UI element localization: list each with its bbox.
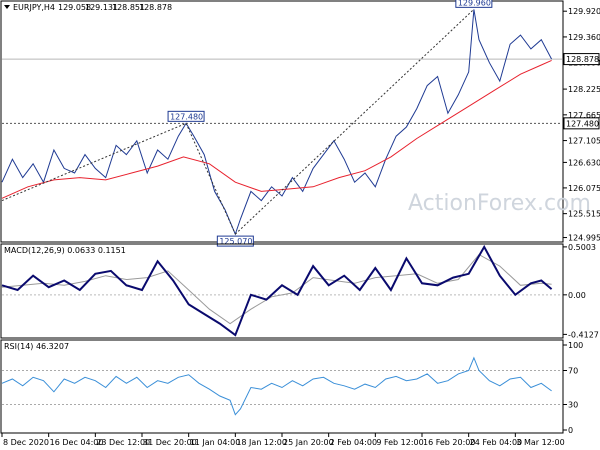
trend-lines xyxy=(1,8,475,235)
macd-tick-label: 0.00 xyxy=(568,291,586,300)
macd-line xyxy=(1,244,553,337)
rsi-line xyxy=(1,356,552,416)
price-tick-label: 124.995 xyxy=(568,234,600,243)
ohlc-open: 129.058 xyxy=(58,3,91,12)
annotation-label: 125.070 xyxy=(219,237,252,246)
price-panel: 129.920129.360128.800128.225127.665127.1… xyxy=(0,0,600,247)
price-tick-label: 128.225 xyxy=(568,85,600,94)
time-tick-label: 18 Jan 12:00 xyxy=(236,438,287,447)
symbol-label: EURJPY,H4 xyxy=(13,3,55,12)
rsi-tick-label: 0 xyxy=(568,426,573,435)
rsi-panel: RSI(14) 46.3207 100 70 30 0 xyxy=(0,339,583,435)
time-tick-label: 2 Feb 04:00 xyxy=(330,438,377,447)
level-price-value: 127.480 xyxy=(566,119,599,128)
watermark: ActionForex.com xyxy=(408,191,591,216)
level-price-box: 127.480 xyxy=(563,117,600,130)
annotation-label: 127.480 xyxy=(170,112,203,121)
trend-line-rally xyxy=(234,8,475,235)
current-price-badge xyxy=(563,53,600,66)
price-tick-label: 129.360 xyxy=(568,33,600,42)
chevron-down-icon xyxy=(4,5,10,9)
price-panel-frame xyxy=(0,0,564,243)
rsi-panel-frame xyxy=(0,339,564,434)
macd-tick-label: 0.5003 xyxy=(568,243,596,252)
price-tick-label: 127.105 xyxy=(568,137,600,146)
symbol-header: EURJPY,H4 129.058 129.131 128.851 128.87… xyxy=(4,3,172,12)
macd-tick-label: -0.4127 xyxy=(568,330,599,339)
annotation-box xyxy=(167,110,205,122)
macd-panel-frame xyxy=(0,243,564,339)
trend-line-fall xyxy=(185,123,236,235)
macd-signal-line xyxy=(1,253,552,325)
rsi-tick-label: 100 xyxy=(568,341,583,350)
macd-panel: MACD(12,26,9) 0.0633 0.1151 0.5003 0.00 -0… xyxy=(0,243,599,339)
level-price-badge xyxy=(563,117,600,130)
trend-line-rise xyxy=(1,122,187,202)
macd-y-axis: 0.5003 0.00 -0.4127 xyxy=(563,243,599,339)
rsi-y-axis: 100 70 30 0 xyxy=(563,341,583,435)
price-tick-label: 127.665 xyxy=(568,111,600,120)
price-series xyxy=(1,9,553,236)
annotation-label: 129.960 xyxy=(458,0,491,7)
macd-label: MACD(12,26,9) 0.0633 0.1151 xyxy=(4,246,126,255)
rsi-tick-label: 70 xyxy=(568,367,578,376)
ohlc-high: 129.131 xyxy=(85,3,118,12)
moving-average-line xyxy=(1,59,552,199)
time-tick-label: 11 Jan 04:00 xyxy=(190,438,241,447)
time-tick-label: 9 Feb 12:00 xyxy=(376,438,423,447)
rsi-levels xyxy=(2,370,562,405)
price-annotations: 127.480 125.070 129.960 xyxy=(167,0,493,247)
time-tick-label: 24 Feb 04:00 xyxy=(470,438,522,447)
time-tick-label: 3 Mar 12:00 xyxy=(516,438,564,447)
current-price-value: 128.878 xyxy=(566,55,599,64)
time-tick-label: 23 Dec 12:00 xyxy=(96,438,150,447)
annotation-box xyxy=(455,0,493,8)
price-tick-label: 126.630 xyxy=(568,158,600,167)
price-tick-label: 126.075 xyxy=(568,184,600,193)
price-tick-label: 129.920 xyxy=(568,7,600,16)
annotation-box xyxy=(216,235,254,247)
time-tick-label: 31 Dec 20:00 xyxy=(143,438,197,447)
rsi-label: RSI(14) 46.3207 xyxy=(4,342,69,351)
time-tick-label: 16 Dec 04:00 xyxy=(50,438,104,447)
time-tick-label: 25 Jan 20:00 xyxy=(283,438,334,447)
current-price-box: 128.878 xyxy=(563,53,600,66)
ohlc-low: 128.851 xyxy=(112,3,145,12)
ohlc-close: 128.878 xyxy=(139,3,172,12)
rsi-tick-label: 30 xyxy=(568,401,578,410)
time-tick-label: 16 Feb 20:00 xyxy=(423,438,475,447)
time-tick-label: 8 Dec 2020 xyxy=(3,438,49,447)
price-tick-label: 125.515 xyxy=(568,210,600,219)
